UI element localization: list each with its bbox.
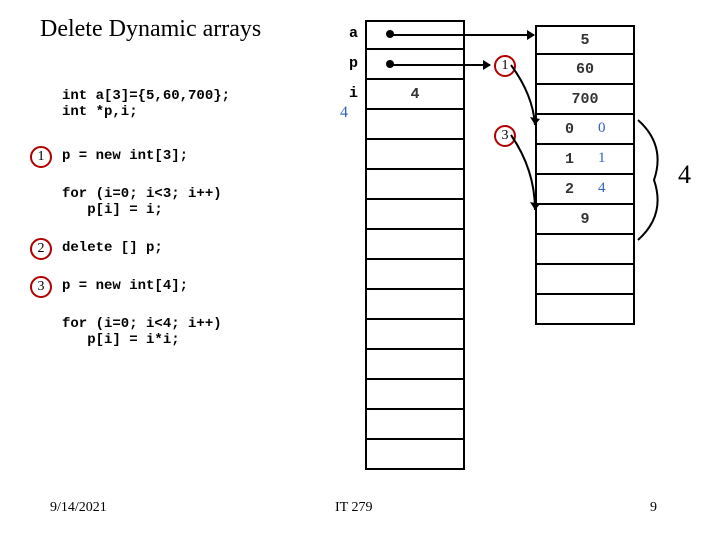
mem-val-right: 0 [537, 115, 633, 143]
mem-cell-right-1: 60 [535, 55, 635, 85]
mem-cell-empty [365, 260, 465, 290]
mem-cell-empty [365, 230, 465, 260]
mem-val-right: 5 [537, 27, 633, 53]
step-marker-3: 3 [30, 276, 52, 298]
mem-val-right: 700 [537, 85, 633, 113]
footer-course: IT 279 [335, 500, 372, 516]
idx-overlay-0: 0 [598, 120, 606, 137]
mem-cell-empty [365, 110, 465, 140]
mem-cell-right-5: 2 [535, 175, 635, 205]
mem-val-right: 2 [537, 175, 633, 203]
mem-cell-right-3: 0 [535, 115, 635, 145]
mem-cell-right-6: 9 [535, 205, 635, 235]
mem-cell-empty [365, 200, 465, 230]
idx-overlay-4: 4 [598, 180, 606, 197]
mem-cell-empty [365, 410, 465, 440]
page-title: Delete Dynamic arrays [40, 16, 261, 43]
pointer-arrow-a [390, 34, 534, 36]
label-i: i [338, 85, 358, 102]
mem-cell-empty [365, 290, 465, 320]
mem-cell-empty [365, 380, 465, 410]
idx-overlay-1: 1 [598, 150, 606, 167]
code-step-2: delete [] p; [62, 240, 163, 256]
bracket-curve [636, 115, 676, 245]
blue-four-annotation: 4 [340, 104, 348, 122]
step-marker-2: 2 [30, 238, 52, 260]
code-declarations: int a[3]={5,60,700}; int *p,i; [62, 88, 230, 120]
code-loop-1: for (i=0; i<3; i++) p[i] = i; [62, 186, 222, 218]
code-step-1: p = new int[3]; [62, 148, 188, 164]
annotation-4: 4 [678, 160, 691, 190]
pointer-arrow-p [390, 64, 490, 66]
mem-cell-right-7 [535, 235, 635, 265]
mem-val-right: 60 [537, 55, 633, 83]
mem-cell-right-0: 5 [535, 25, 635, 55]
footer-page: 9 [650, 500, 657, 516]
mem-cell-empty [365, 440, 465, 470]
mem-val-right: 9 [537, 205, 633, 233]
mem-cell-right-4: 1 [535, 145, 635, 175]
label-p: p [338, 55, 358, 72]
code-loop-2: for (i=0; i<4; i++) p[i] = i*i; [62, 316, 222, 348]
mem-cell-i: 4 [365, 80, 465, 110]
mem-cell-empty [365, 170, 465, 200]
mem-cell-empty [365, 140, 465, 170]
left-memory-column: 4 [365, 20, 465, 470]
mem-cell-right-8 [535, 265, 635, 295]
step-marker-1: 1 [30, 146, 52, 168]
mem-val-i: 4 [367, 80, 463, 108]
mem-cell-empty [365, 350, 465, 380]
label-a: a [338, 25, 358, 42]
code-step-3: p = new int[4]; [62, 278, 188, 294]
mem-cell-right-9 [535, 295, 635, 325]
footer-date: 9/14/2021 [50, 500, 107, 516]
mem-val-right: 1 [537, 145, 633, 173]
mem-cell-right-2: 700 [535, 85, 635, 115]
right-memory-column: 5 60 700 0 1 2 9 [535, 25, 635, 325]
mem-cell-empty [365, 320, 465, 350]
